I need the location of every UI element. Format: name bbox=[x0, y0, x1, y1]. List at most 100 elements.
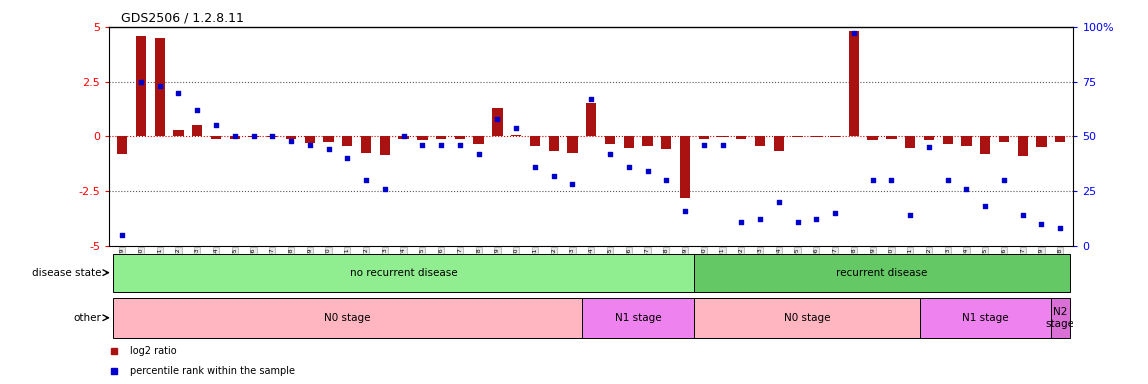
Text: N1 stage: N1 stage bbox=[615, 313, 661, 323]
Point bbox=[769, 199, 788, 205]
Text: GDS2506 / 1.2.8.11: GDS2506 / 1.2.8.11 bbox=[121, 12, 243, 25]
Bar bbox=[980, 136, 991, 154]
Point bbox=[432, 142, 450, 148]
Bar bbox=[582, 298, 695, 338]
Point bbox=[825, 210, 844, 216]
Bar bbox=[304, 136, 315, 143]
Bar bbox=[905, 136, 915, 148]
Point bbox=[132, 78, 150, 84]
Bar bbox=[549, 136, 559, 151]
Point bbox=[713, 142, 731, 148]
Bar bbox=[529, 136, 540, 146]
Bar bbox=[830, 136, 840, 137]
Point bbox=[113, 232, 131, 238]
Text: recurrent disease: recurrent disease bbox=[837, 268, 928, 278]
Point bbox=[882, 177, 900, 183]
Point bbox=[976, 203, 994, 209]
Text: log2 ratio: log2 ratio bbox=[130, 346, 177, 356]
Bar bbox=[774, 136, 784, 151]
Bar bbox=[1050, 298, 1070, 338]
Bar bbox=[1017, 136, 1027, 156]
Point bbox=[863, 177, 882, 183]
Point bbox=[845, 30, 863, 36]
Point bbox=[544, 173, 563, 179]
Point bbox=[807, 217, 825, 223]
Bar bbox=[155, 38, 165, 136]
Point bbox=[413, 142, 432, 148]
Bar bbox=[755, 136, 766, 146]
Point bbox=[282, 137, 301, 144]
Bar bbox=[812, 136, 822, 137]
Bar bbox=[680, 136, 690, 198]
Point bbox=[939, 177, 957, 183]
Bar bbox=[113, 298, 582, 338]
Point bbox=[1032, 221, 1050, 227]
Bar bbox=[848, 31, 859, 136]
Bar bbox=[999, 136, 1009, 142]
Text: N0 stage: N0 stage bbox=[784, 313, 830, 323]
Point bbox=[620, 164, 638, 170]
Point bbox=[263, 133, 281, 139]
Text: disease state: disease state bbox=[32, 268, 101, 278]
Point bbox=[676, 208, 695, 214]
Bar bbox=[248, 136, 258, 137]
Bar bbox=[192, 125, 202, 136]
Bar bbox=[868, 136, 878, 140]
Bar bbox=[117, 136, 127, 154]
Point bbox=[995, 177, 1014, 183]
Point bbox=[751, 217, 769, 223]
Point bbox=[1052, 225, 1070, 231]
Bar bbox=[695, 254, 1070, 292]
Bar bbox=[699, 136, 709, 139]
Bar bbox=[211, 136, 222, 139]
Bar bbox=[380, 136, 390, 155]
Point bbox=[375, 186, 394, 192]
Point bbox=[319, 146, 338, 152]
Bar bbox=[643, 136, 653, 146]
Text: N1 stage: N1 stage bbox=[962, 313, 1008, 323]
Point bbox=[188, 107, 207, 113]
Bar bbox=[886, 136, 897, 139]
Bar bbox=[511, 135, 521, 136]
Bar bbox=[1037, 136, 1047, 147]
Bar bbox=[398, 136, 409, 139]
Bar bbox=[455, 136, 465, 139]
Point bbox=[207, 122, 225, 128]
Bar bbox=[920, 298, 1050, 338]
Point bbox=[507, 124, 526, 131]
Point bbox=[901, 212, 920, 218]
Point bbox=[957, 186, 976, 192]
Point bbox=[357, 177, 375, 183]
Bar bbox=[605, 136, 615, 144]
Point bbox=[395, 133, 413, 139]
Point bbox=[451, 142, 470, 148]
Point bbox=[564, 181, 582, 187]
Bar bbox=[792, 136, 802, 137]
Bar bbox=[113, 254, 695, 292]
Bar bbox=[230, 136, 240, 139]
Bar bbox=[267, 136, 278, 137]
Point bbox=[169, 89, 187, 96]
Point bbox=[526, 164, 544, 170]
Text: N0 stage: N0 stage bbox=[324, 313, 371, 323]
Text: other: other bbox=[73, 313, 101, 323]
Bar bbox=[736, 136, 746, 139]
Bar bbox=[342, 136, 352, 146]
Bar bbox=[135, 36, 146, 136]
Text: no recurrent disease: no recurrent disease bbox=[350, 268, 457, 278]
Bar bbox=[473, 136, 483, 144]
Bar bbox=[286, 136, 296, 139]
Bar bbox=[567, 136, 577, 153]
Point bbox=[732, 218, 751, 225]
Bar bbox=[718, 136, 728, 137]
Bar bbox=[695, 298, 920, 338]
Point bbox=[638, 168, 657, 174]
Point bbox=[150, 83, 169, 89]
Bar bbox=[587, 104, 596, 136]
Bar bbox=[436, 136, 447, 139]
Text: percentile rank within the sample: percentile rank within the sample bbox=[130, 366, 295, 376]
Point bbox=[600, 151, 619, 157]
Bar bbox=[924, 136, 934, 140]
Point bbox=[301, 142, 319, 148]
Point bbox=[920, 144, 938, 150]
